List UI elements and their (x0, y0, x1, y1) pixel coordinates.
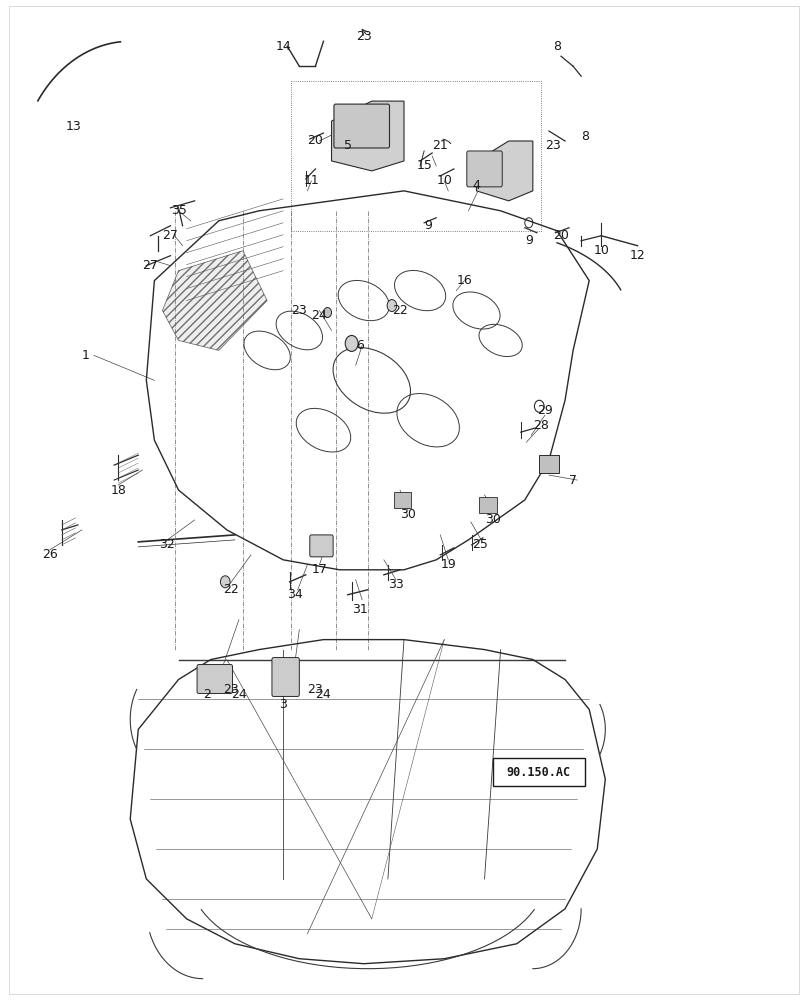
Text: 22: 22 (392, 304, 408, 317)
Text: 24: 24 (316, 688, 331, 701)
Text: 13: 13 (66, 120, 82, 133)
Text: 30: 30 (485, 513, 500, 526)
Text: 23: 23 (545, 139, 561, 152)
Text: 28: 28 (533, 419, 549, 432)
Text: 30: 30 (400, 508, 416, 521)
Text: 15: 15 (416, 159, 432, 172)
Text: 26: 26 (42, 548, 57, 561)
FancyBboxPatch shape (309, 535, 333, 557)
Text: 33: 33 (388, 578, 404, 591)
Text: 7: 7 (569, 474, 577, 487)
Text: 35: 35 (170, 204, 187, 217)
Text: 25: 25 (473, 538, 488, 551)
FancyBboxPatch shape (334, 104, 389, 148)
Text: 22: 22 (223, 583, 238, 596)
Text: 18: 18 (110, 484, 126, 497)
Text: 4: 4 (473, 179, 481, 192)
Text: 24: 24 (231, 688, 246, 701)
Text: 19: 19 (440, 558, 457, 571)
Text: 8: 8 (581, 130, 589, 143)
FancyBboxPatch shape (393, 492, 411, 508)
Circle shape (323, 308, 331, 318)
Text: 31: 31 (351, 603, 368, 616)
Polygon shape (162, 251, 267, 350)
Text: 10: 10 (593, 244, 609, 257)
Text: 16: 16 (457, 274, 472, 287)
Text: 27: 27 (142, 259, 158, 272)
FancyBboxPatch shape (479, 497, 497, 513)
Text: 3: 3 (280, 698, 287, 711)
Text: 14: 14 (276, 40, 291, 53)
FancyBboxPatch shape (539, 455, 559, 473)
Text: 23: 23 (356, 30, 372, 43)
Text: 21: 21 (432, 139, 448, 152)
Text: 8: 8 (553, 40, 561, 53)
Text: 29: 29 (537, 404, 553, 417)
FancyBboxPatch shape (197, 665, 233, 693)
Text: 17: 17 (312, 563, 327, 576)
Text: 9: 9 (424, 219, 432, 232)
Text: 23: 23 (308, 683, 323, 696)
Polygon shape (477, 141, 532, 201)
Text: 6: 6 (356, 339, 364, 352)
FancyBboxPatch shape (272, 658, 299, 696)
Text: 5: 5 (343, 139, 351, 152)
Polygon shape (331, 101, 404, 171)
Text: 20: 20 (308, 134, 323, 147)
FancyBboxPatch shape (467, 151, 503, 187)
Text: 90.150.AC: 90.150.AC (507, 766, 570, 779)
Text: 10: 10 (436, 174, 452, 187)
Circle shape (345, 335, 358, 351)
FancyBboxPatch shape (493, 758, 585, 786)
Text: 9: 9 (525, 234, 532, 247)
Text: 1: 1 (82, 349, 90, 362)
Text: 11: 11 (304, 174, 319, 187)
Text: 20: 20 (553, 229, 569, 242)
Text: 12: 12 (629, 249, 646, 262)
Text: 23: 23 (223, 683, 238, 696)
Circle shape (387, 300, 397, 312)
Text: 34: 34 (288, 588, 303, 601)
Text: 24: 24 (312, 309, 327, 322)
Circle shape (221, 576, 230, 588)
Text: 23: 23 (292, 304, 307, 317)
Text: 27: 27 (162, 229, 179, 242)
Text: 2: 2 (203, 688, 211, 701)
Text: 32: 32 (158, 538, 175, 551)
